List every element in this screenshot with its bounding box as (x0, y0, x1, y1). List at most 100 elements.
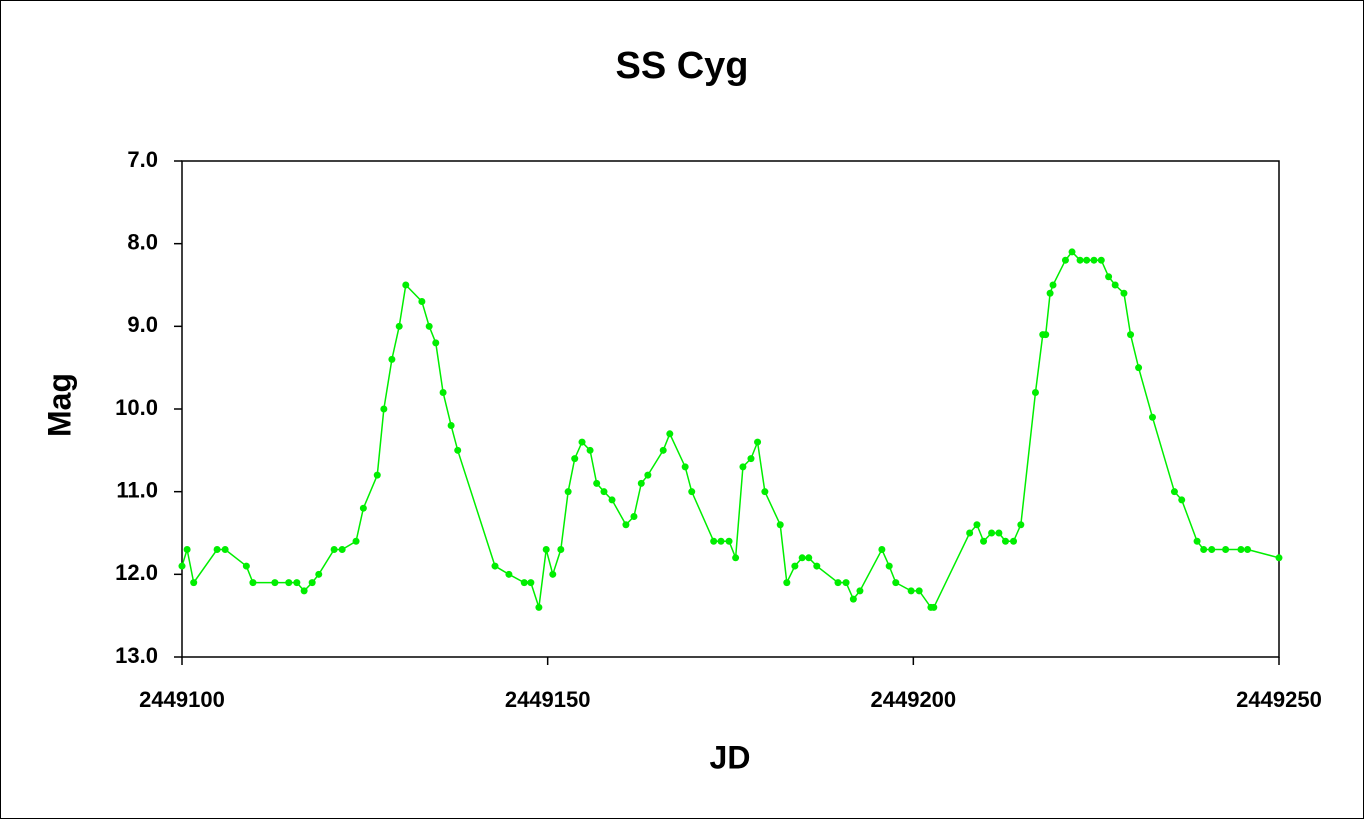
y-tick-label: 11.0 (116, 477, 158, 502)
data-point (285, 579, 293, 587)
data-point (630, 512, 638, 520)
chart-title: SS Cyg (615, 45, 748, 87)
data-point (1049, 281, 1057, 289)
data-point (395, 322, 403, 330)
y-tick-label: 8.0 (127, 229, 158, 254)
data-point (300, 587, 308, 595)
data-point (1001, 537, 1009, 545)
data-point (659, 446, 667, 454)
data-point (644, 471, 652, 479)
y-axis-label: Mag (41, 373, 77, 437)
data-point (1042, 331, 1050, 339)
data-point (725, 537, 733, 545)
data-point (527, 579, 535, 587)
data-point (338, 546, 346, 554)
data-point (352, 537, 360, 545)
data-point (178, 562, 186, 570)
data-point (885, 562, 893, 570)
data-point (315, 570, 323, 578)
data-point (242, 562, 250, 570)
data-point (995, 529, 1003, 537)
data-point (842, 579, 850, 587)
data-point (1200, 546, 1208, 554)
data-point (1120, 289, 1128, 297)
data-point (221, 546, 229, 554)
y-tick-label: 10.0 (115, 395, 158, 420)
data-point (907, 587, 915, 595)
data-point (930, 603, 938, 611)
data-point (1222, 546, 1230, 554)
data-point (402, 281, 410, 289)
data-point (380, 405, 388, 413)
data-point (834, 579, 842, 587)
data-point (1148, 413, 1156, 421)
data-point (1046, 289, 1054, 297)
data-point (805, 554, 813, 562)
data-point (973, 521, 981, 529)
data-point (1068, 248, 1076, 256)
data-point (425, 322, 433, 330)
y-tick-label: 9.0 (127, 312, 158, 337)
data-point (1208, 546, 1216, 554)
data-point (549, 570, 557, 578)
data-point (622, 521, 630, 529)
data-point (564, 488, 572, 496)
data-point (980, 537, 988, 545)
data-point (1275, 554, 1283, 562)
data-point (1193, 537, 1201, 545)
data-point (308, 579, 316, 587)
data-point (1170, 488, 1178, 496)
data-point (293, 579, 301, 587)
data-point (878, 546, 886, 554)
data-point (776, 521, 784, 529)
y-tick-label: 7.0 (127, 147, 158, 172)
data-point (542, 546, 550, 554)
x-tick-label: 2449150 (505, 687, 591, 712)
data-point (892, 579, 900, 587)
data-point (1178, 496, 1186, 504)
data-point (447, 422, 455, 430)
data-point (213, 546, 221, 554)
data-point (717, 537, 725, 545)
data-point (454, 446, 462, 454)
data-point (1127, 331, 1135, 339)
data-point (586, 446, 594, 454)
data-point (791, 562, 799, 570)
data-point (359, 504, 367, 512)
data-point (761, 488, 769, 496)
data-point (535, 603, 543, 611)
data-point (739, 463, 747, 471)
data-point (1010, 537, 1018, 545)
data-point (966, 529, 974, 537)
data-point (681, 463, 689, 471)
data-point (1237, 546, 1245, 554)
data-point (1097, 256, 1105, 264)
data-point (557, 546, 565, 554)
y-tick-label: 12.0 (115, 560, 158, 585)
data-point (593, 479, 601, 487)
x-tick-label: 2449100 (139, 687, 225, 712)
data-point (491, 562, 499, 570)
data-point (608, 496, 616, 504)
data-point (783, 579, 791, 587)
data-point (418, 298, 426, 306)
data-point (1083, 256, 1091, 264)
data-point (190, 579, 198, 587)
data-point (1031, 388, 1039, 396)
data-point (600, 488, 608, 496)
data-point (798, 554, 806, 562)
y-tick-label: 13.0 (115, 643, 158, 668)
data-point (637, 479, 645, 487)
data-point (688, 488, 696, 496)
data-point (388, 355, 396, 363)
data-point (330, 546, 338, 554)
data-point (1017, 521, 1025, 529)
data-point (813, 562, 821, 570)
data-point (183, 546, 191, 554)
data-point (747, 455, 755, 463)
data-point (856, 587, 864, 595)
data-point (571, 455, 579, 463)
data-point (520, 579, 528, 587)
data-point (439, 388, 447, 396)
data-point (1111, 281, 1119, 289)
